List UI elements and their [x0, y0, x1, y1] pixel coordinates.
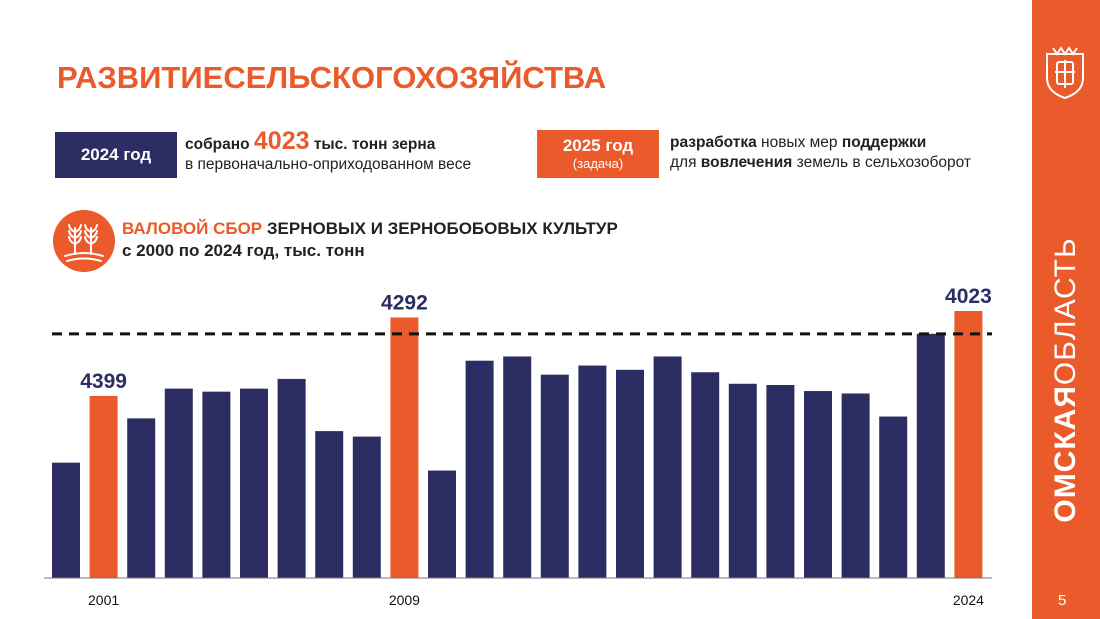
bar-2006 — [277, 378, 306, 578]
bar-2023 — [916, 333, 945, 578]
badge-2024-label: 2024 год — [80, 145, 152, 164]
bar-2024 — [954, 311, 983, 578]
bar-2016 — [653, 356, 682, 578]
bar-2018 — [728, 383, 757, 578]
sidebar — [1032, 0, 1100, 619]
bar-2001 — [89, 395, 118, 578]
bar-2008 — [352, 436, 381, 578]
data-label-2009: 4292 — [381, 291, 428, 314]
data-label-2024: 4023 — [945, 285, 992, 308]
task-w2: новых мер — [761, 134, 838, 151]
bar-2010 — [428, 470, 456, 578]
chart-title-line-1: ВАЛОВОЙ СБОР ЗЕРНОВЫХ И ЗЕРНОБОБОВЫХ КУЛ… — [122, 218, 618, 240]
task-w5: вовлечения — [700, 154, 793, 171]
page-title: РАЗВИТИЕСЕЛЬСКОГОХОЗЯЙСТВА — [57, 60, 607, 95]
task-w3: поддержки — [841, 134, 927, 151]
task-w4: для — [670, 154, 697, 171]
tick-label-2009: 2009 — [389, 592, 420, 608]
badge-2025: 2025 год (задача) — [537, 130, 659, 178]
bar-2013 — [540, 374, 569, 578]
chart-title-rest: ЗЕРНОВЫХ И ЗЕРНОБОБОВЫХ КУЛЬТУР — [266, 219, 618, 238]
bar-2009 — [390, 317, 419, 578]
bar-2017 — [691, 372, 720, 578]
brand-regular: ОБЛАСТЬ — [1049, 237, 1082, 386]
harvest-line-1: собрано 4023 тыс. тонн зерна — [185, 129, 471, 155]
bar-2014 — [578, 365, 607, 578]
tick-label-2001: 2001 — [88, 592, 119, 608]
bar-chart: 4399 4292 4023 2001 2009 2024 — [44, 285, 992, 608]
tick-label-2024: 2024 — [953, 592, 984, 608]
coat-of-arms-icon — [1046, 46, 1084, 100]
bar-2021 — [841, 393, 870, 578]
harvest-info: собрано 4023 тыс. тонн зерна в первонача… — [185, 129, 472, 175]
bar-2004 — [202, 391, 231, 578]
wheat-icon — [53, 210, 115, 272]
task-info: разработка новых мер поддержки для вовле… — [670, 133, 971, 173]
bar-2003 — [164, 388, 193, 578]
chart-title: ВАЛОВОЙ СБОР ЗЕРНОВЫХ И ЗЕРНОБОБОВЫХ КУЛ… — [122, 218, 618, 262]
harvest-prefix: собрано — [185, 136, 250, 153]
bar-2005 — [240, 388, 268, 578]
bar-2000 — [52, 462, 80, 578]
brand-logo: ОМСКАЯОБЛАСТЬ — [1049, 237, 1083, 522]
bar-2012 — [503, 356, 532, 578]
chart-title-line-2: с 2000 по 2024 год, тыс. тонн — [122, 241, 365, 260]
badge-2025-label: 2025 год — [562, 136, 634, 155]
harvest-value: 4023 — [253, 127, 310, 155]
task-w6: земель в сельхозоборот — [796, 154, 971, 171]
bar-2002 — [127, 418, 156, 578]
chart-title-accent: ВАЛОВОЙ СБОР — [122, 219, 263, 238]
bar-2015 — [616, 369, 644, 578]
harvest-line-2: в первоначально-оприходованном весе — [185, 156, 472, 173]
bar-2019 — [766, 384, 795, 578]
brand-bold: ОМСКАЯ — [1049, 385, 1082, 523]
bar-2022 — [879, 416, 908, 578]
badge-2025-sub: (задача) — [572, 156, 624, 171]
bar-2020 — [804, 391, 832, 578]
harvest-suffix: тыс. тонн зерна — [313, 136, 436, 153]
task-line-1: разработка новых мер поддержки — [670, 133, 971, 153]
data-label-2001: 4399 — [80, 370, 127, 393]
bar-2011 — [465, 360, 494, 578]
page-number: 5 — [1058, 592, 1067, 609]
bar-2007 — [315, 431, 344, 578]
badge-2024: 2024 год — [55, 132, 177, 178]
task-line-2: для вовлечения земель в сельхозоборот — [670, 153, 971, 173]
task-w1: разработка — [670, 134, 757, 151]
